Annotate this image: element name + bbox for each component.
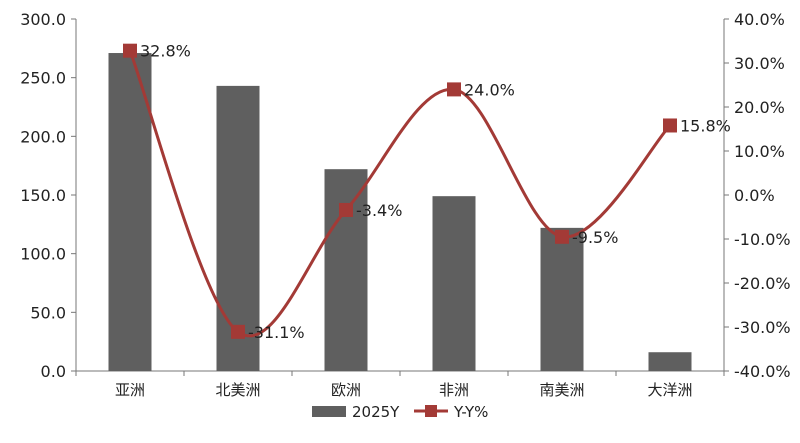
yoy-point: [339, 202, 353, 217]
legend: 2025Y Y-Y%: [312, 403, 488, 421]
axes: 0.0 50.0 100.0 150.0 200.0 250.0 300.0 -40.0% -3…: [20, 10, 790, 399]
x-tick-label: 亚洲: [115, 381, 145, 399]
y-left-tick-label: 250.0: [20, 69, 66, 88]
line-series: [123, 43, 677, 339]
legend-bar-swatch: [312, 406, 346, 417]
y-right-tick-label: -30.0%: [734, 318, 791, 337]
y-left-tick-label: 0.0: [41, 362, 66, 381]
bar-series: [108, 53, 692, 371]
y-left-tick-label: 300.0: [20, 10, 66, 29]
x-tick-label: 北美洲: [215, 381, 260, 399]
y-left-tick-label: 50.0: [30, 303, 66, 322]
y-right-tick-label: 30.0%: [734, 54, 785, 73]
legend-line-marker: [425, 405, 437, 417]
y-right-tick-label: -10.0%: [734, 230, 791, 249]
bar: [324, 169, 368, 371]
bar: [108, 53, 152, 371]
y-right-tick-label: -40.0%: [734, 362, 791, 381]
bar: [540, 227, 584, 371]
yoy-point: [555, 229, 569, 244]
y-left-tick-label: 200.0: [20, 127, 66, 146]
legend-bar-label: 2025Y: [352, 403, 400, 421]
yoy-point: [123, 43, 137, 58]
x-tick-label: 非洲: [439, 381, 469, 399]
bar: [648, 352, 692, 371]
data-labels: 32.8% -31.1% -3.4% 24.0% -9.5% 15.8%: [140, 42, 731, 342]
y-right-tick-label: 0.0%: [734, 186, 775, 205]
x-tick-label: 南美洲: [539, 381, 584, 399]
yoy-data-label: 32.8%: [140, 42, 191, 61]
y-left-tick-label: 150.0: [20, 186, 66, 205]
y-left-tick-label: 100.0: [20, 245, 66, 264]
yoy-point: [663, 118, 677, 133]
yoy-point: [447, 82, 461, 97]
yoy-data-label: 24.0%: [464, 80, 515, 99]
yoy-line: [128, 50, 672, 338]
yoy-point: [231, 324, 245, 339]
x-tick-label: 欧洲: [331, 381, 361, 399]
yoy-data-label: -9.5%: [572, 228, 618, 247]
y-right-tick-label: 10.0%: [734, 142, 785, 161]
y-right-tick-label: 40.0%: [734, 10, 785, 29]
bar: [432, 196, 476, 371]
bar: [216, 85, 260, 371]
yoy-data-label: -31.1%: [248, 323, 305, 342]
x-tick-label: 大洋洲: [647, 381, 692, 399]
y-right-tick-label: -20.0%: [734, 274, 791, 293]
legend-line-label: Y-Y%: [453, 403, 488, 421]
y-right-tick-label: 20.0%: [734, 98, 785, 117]
yoy-data-label: -3.4%: [356, 201, 402, 220]
yoy-data-label: 15.8%: [680, 116, 731, 135]
